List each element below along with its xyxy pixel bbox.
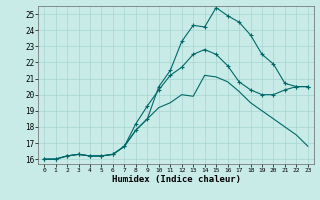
X-axis label: Humidex (Indice chaleur): Humidex (Indice chaleur): [111, 175, 241, 184]
